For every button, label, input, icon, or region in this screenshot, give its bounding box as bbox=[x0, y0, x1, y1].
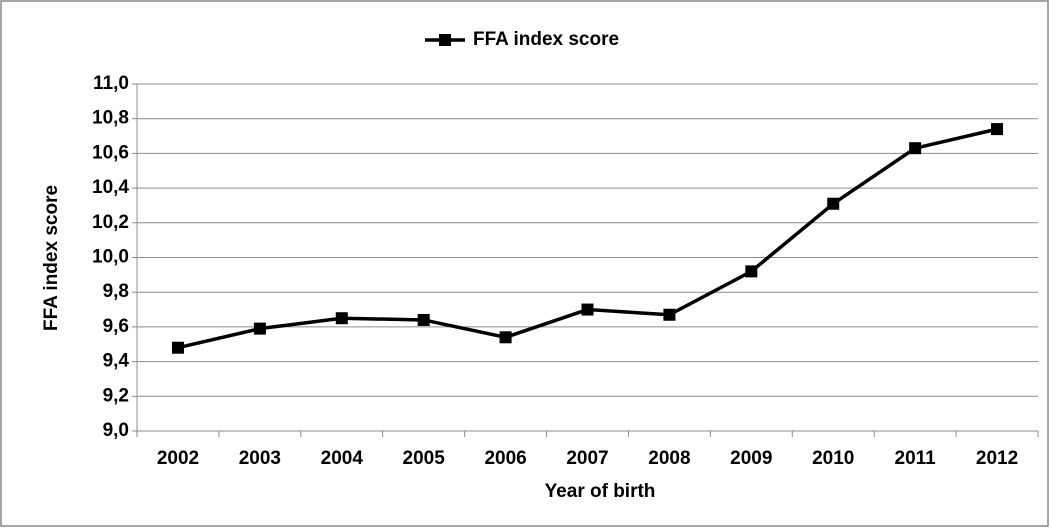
point-marker bbox=[499, 331, 512, 344]
y-tick-label: 10,8 bbox=[92, 108, 129, 129]
y-tick-label: 9,4 bbox=[103, 351, 130, 372]
x-tick-label: 2009 bbox=[730, 448, 772, 469]
x-tick-label: 2010 bbox=[812, 448, 854, 469]
point-marker bbox=[827, 197, 840, 210]
x-tick-label: 2004 bbox=[321, 448, 364, 469]
y-axis-label: FFA index score bbox=[41, 185, 62, 331]
y-tick-label: 11,0 bbox=[93, 73, 129, 94]
y-tick-label: 10,2 bbox=[92, 212, 129, 233]
y-tick-label: 9,6 bbox=[103, 316, 129, 337]
x-tick-label: 2006 bbox=[484, 448, 526, 469]
y-tick-label: 10,6 bbox=[92, 142, 129, 163]
x-tick-label: 2007 bbox=[566, 448, 608, 469]
legend-marker bbox=[439, 34, 451, 46]
y-tick-label: 10,0 bbox=[92, 247, 129, 268]
point-marker bbox=[417, 313, 430, 326]
point-marker bbox=[663, 308, 676, 321]
y-tick-label: 10,4 bbox=[92, 177, 129, 198]
legend-label: FFA index score bbox=[473, 29, 619, 50]
y-tick-label: 9,0 bbox=[103, 420, 129, 441]
x-tick-label: 2005 bbox=[403, 448, 446, 469]
y-tick-label: 9,8 bbox=[103, 281, 129, 302]
x-tick-label: 2002 bbox=[157, 448, 199, 469]
point-marker bbox=[991, 123, 1004, 136]
point-marker bbox=[909, 142, 922, 155]
point-marker bbox=[745, 265, 758, 278]
x-tick-label: 2003 bbox=[239, 448, 281, 469]
point-marker bbox=[171, 341, 184, 354]
point-marker bbox=[581, 303, 594, 316]
point-marker bbox=[253, 322, 266, 335]
x-tick-label: 2012 bbox=[976, 448, 1018, 469]
x-axis-label: Year of birth bbox=[545, 481, 656, 502]
x-tick-label: 2008 bbox=[648, 448, 690, 469]
y-tick-label: 9,2 bbox=[103, 385, 129, 406]
point-marker bbox=[335, 312, 348, 325]
x-tick-label: 2011 bbox=[895, 448, 937, 469]
